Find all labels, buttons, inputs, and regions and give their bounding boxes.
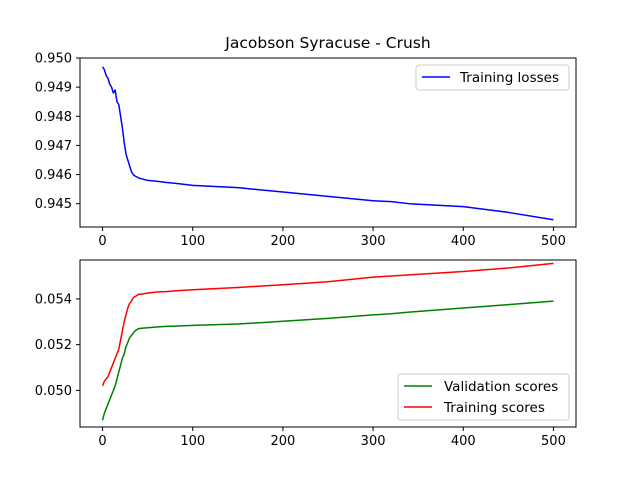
scores-legend-box (397, 373, 570, 421)
legend-label-training-scores: Training scores (443, 400, 545, 416)
losses-x-tick-label: 300 (361, 234, 386, 249)
losses-x-tick-label: 100 (180, 234, 205, 249)
losses-plot-lines (101, 66, 554, 221)
losses-y-tick-label: 0.950 (35, 52, 72, 67)
losses-subplot: Jacobson Syracuse - Crush 0 100 200 300 400 5… (35, 34, 577, 249)
chart-title: Jacobson Syracuse - Crush (224, 34, 430, 52)
losses-y-tick-label: 0.949 (35, 81, 72, 96)
scores-y-tick-label: 0.050 (35, 384, 72, 399)
losses-x-tick-label: 200 (270, 234, 295, 249)
losses-x-ticks: 0 100 200 300 400 500 (98, 227, 566, 249)
scores-plot-lines (101, 262, 554, 421)
scores-x-tick-label: 200 (270, 434, 295, 449)
losses-axes-frame (79, 57, 577, 228)
series-line-training-scores (101, 262, 554, 387)
losses-y-tick-label: 0.946 (35, 168, 72, 183)
series-line-validation-scores (101, 300, 554, 421)
scores-y-tick-label: 0.052 (35, 338, 72, 353)
losses-y-tick-label: 0.948 (35, 110, 72, 125)
scores-x-tick-label: 300 (361, 434, 386, 449)
scores-axes-frame (79, 259, 577, 428)
legend-label-training-losses: Training losses (459, 70, 559, 86)
losses-y-ticks: 0.945 0.946 0.947 0.948 0.949 0.950 (35, 52, 80, 212)
losses-x-tick-label: 500 (541, 234, 566, 249)
scores-x-ticks: 0 100 200 300 400 500 (98, 427, 566, 449)
legend-label-validation-scores: Validation scores (444, 379, 558, 395)
scores-x-tick-label: 400 (451, 434, 476, 449)
scores-x-tick-label: 0 (98, 434, 106, 449)
scores-y-ticks: 0.050 0.052 0.054 (35, 292, 80, 399)
losses-y-tick-label: 0.945 (35, 197, 72, 212)
losses-legend: Training losses (415, 64, 570, 91)
scores-x-tick-label: 500 (541, 434, 566, 449)
scores-legend: Validation scores Training scores (397, 373, 570, 421)
scores-y-tick-label: 0.054 (35, 292, 72, 307)
losses-x-tick-label: 0 (98, 234, 106, 249)
scores-subplot: 0 100 200 300 400 500 0.050 0.052 0.054 Validat… (35, 259, 577, 449)
series-line-training-losses (101, 66, 554, 221)
scores-x-tick-label: 100 (180, 434, 205, 449)
losses-legend-box (415, 64, 570, 91)
losses-y-tick-label: 0.947 (35, 139, 72, 154)
losses-x-tick-label: 400 (451, 234, 476, 249)
